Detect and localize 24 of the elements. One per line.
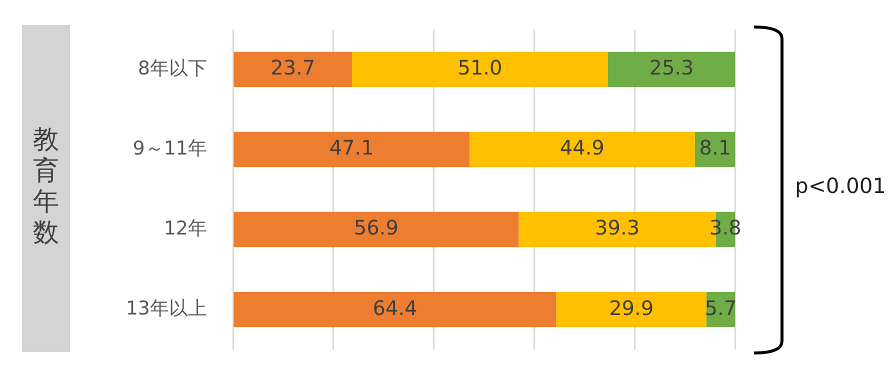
y-tick-label: 9～11年 (132, 137, 207, 160)
data-label: 8.1 (699, 136, 732, 160)
data-label: 47.1 (329, 136, 374, 160)
data-label: 25.3 (649, 56, 694, 80)
bar (234, 52, 352, 88)
bar (608, 52, 735, 88)
y-tick-label: 12年 (164, 217, 207, 240)
bar (556, 292, 706, 328)
y-tick-label: 8年以下 (138, 57, 207, 80)
data-label: 39.3 (595, 216, 640, 240)
y-tick-label: 13年以上 (126, 298, 207, 320)
data-label: 51.0 (458, 56, 502, 80)
y-axis-title: 教育年数 (32, 125, 60, 249)
bar (234, 292, 556, 328)
bar (234, 132, 470, 168)
bar (352, 52, 608, 88)
data-label: 23.7 (270, 56, 316, 80)
data-label: 56.9 (354, 216, 398, 240)
text: p<0.001 (795, 174, 886, 198)
bar (469, 132, 695, 168)
data-label: 64.4 (372, 296, 418, 320)
data-label: 44.9 (560, 136, 604, 160)
data-label: 29.9 (609, 296, 654, 320)
bar (234, 212, 519, 248)
